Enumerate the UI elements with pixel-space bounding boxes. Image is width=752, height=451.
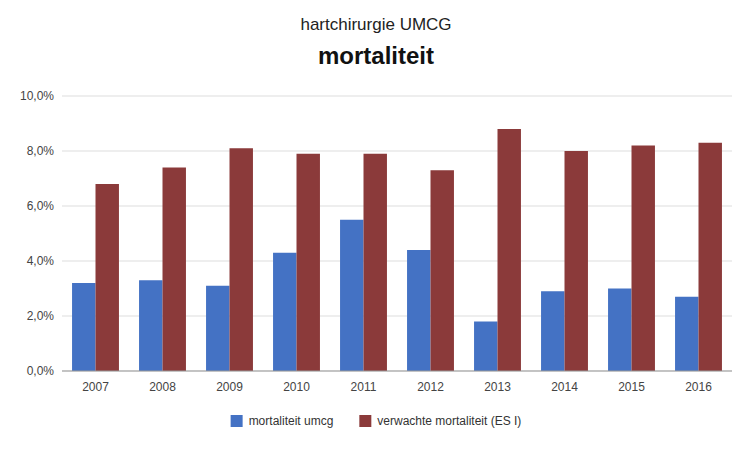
y-tick-label: 6,0% [27,199,55,213]
bar: mortaliteit umcg 2008 [139,280,162,371]
y-tick-label: 8,0% [27,144,55,158]
x-tick-label: 2012 [417,380,444,394]
legend-item: mortaliteit umcg [231,414,334,428]
chart: hartchirurgie UMCG mortaliteit 0,0% 2,0% 4,0… [0,0,752,451]
bar: mortaliteit umcg 2009 [206,286,229,371]
bar: verwachte mortaliteit (ES I) 2012 [431,170,454,371]
x-tick-label: 2014 [551,380,578,394]
bar: mortaliteit umcg 2011 [340,220,363,371]
bar: verwachte mortaliteit (ES I) 2009 [230,148,253,371]
subtitle: mortaliteit [318,42,434,69]
x-tick-label: 2010 [283,380,310,394]
x-tick-label: 2009 [216,380,243,394]
legend-swatch [231,415,243,427]
legend-swatch [359,415,371,427]
background [0,0,752,451]
bar: verwachte mortaliteit (ES I) 2013 [498,129,521,371]
bar: verwachte mortaliteit (ES I) 2014 [565,151,588,371]
legend-label: mortaliteit umcg [249,414,334,428]
bar: verwachte mortaliteit (ES I) 2008 [163,168,186,372]
x-tick-label: 2015 [618,380,645,394]
bar: mortaliteit umcg 2016 [675,297,698,371]
y-axis: 0,0% 2,0% 4,0% 6,0% 8,0% 10,0% [20,89,732,378]
y-tick-label: 2,0% [27,309,55,323]
bar: verwachte mortaliteit (ES I) 2007 [96,184,119,371]
bar: mortaliteit umcg 2014 [541,291,564,371]
bar: mortaliteit umcg 2015 [608,289,631,372]
title: hartchirurgie UMCG [300,15,451,34]
x-tick-label: 2013 [484,380,511,394]
bar: mortaliteit umcg 2013 [474,322,497,372]
bar: verwachte mortaliteit (ES I) 2015 [632,146,655,372]
y-tick-label: 0,0% [27,364,55,378]
legend-label: verwachte mortaliteit (ES I) [377,414,521,428]
y-tick-label: 4,0% [27,254,55,268]
bar: verwachte mortaliteit (ES I) 2011 [364,154,387,371]
bar: verwachte mortaliteit (ES I) 2010 [297,154,320,371]
x-axis: 2007 2008 2009 2010 2011 2012 2013 2014 2015 2016 [62,371,732,394]
y-tick-label: 10,0% [20,89,54,103]
grid-line [62,96,732,97]
series: verwachte mortaliteit (ES I) 2007 verwach… [96,129,722,371]
grid-line [62,371,732,372]
x-tick-label: 2016 [685,380,712,394]
bars: mortaliteit umcg 2007 mortaliteit umcg 20… [72,129,722,371]
bar: mortaliteit umcg 2010 [273,253,296,371]
legend: mortaliteit umcg verwachte mortaliteit (E… [231,414,522,428]
bar: mortaliteit umcg 2007 [72,283,95,371]
x-tick-label: 2007 [82,380,109,394]
bar: verwachte mortaliteit (ES I) 2016 [699,143,722,371]
bar: mortaliteit umcg 2012 [407,250,430,371]
x-axis-line [62,371,732,372]
legend-item: verwachte mortaliteit (ES I) [359,414,521,428]
x-tick-label: 2011 [351,380,377,394]
x-tick-label: 2008 [149,380,176,394]
